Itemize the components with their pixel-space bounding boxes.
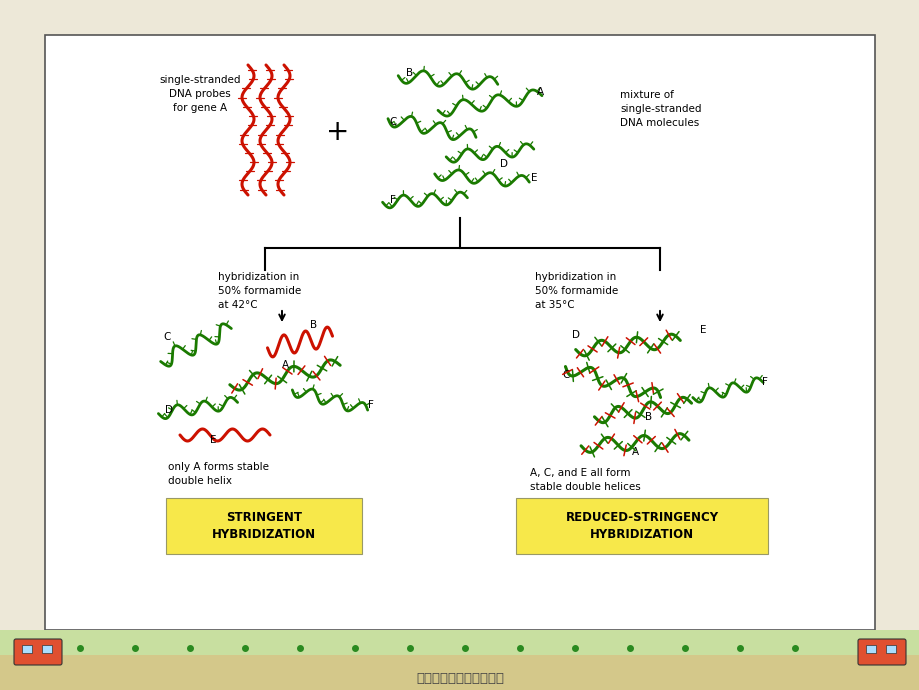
Text: F: F	[761, 377, 767, 387]
Text: E: E	[530, 173, 537, 183]
FancyBboxPatch shape	[516, 498, 767, 554]
Text: STRINGENT
HYBRIDIZATION: STRINGENT HYBRIDIZATION	[211, 511, 316, 541]
Text: A: A	[536, 87, 543, 97]
FancyBboxPatch shape	[857, 639, 905, 665]
Text: C: C	[389, 117, 396, 127]
Text: hybridization in
50% formamide
at 42°C: hybridization in 50% formamide at 42°C	[218, 272, 301, 310]
Bar	[22, 645, 32, 653]
Text: F: F	[390, 195, 395, 205]
Text: A, C, and E all form
stable double helices: A, C, and E all form stable double helic…	[529, 468, 640, 492]
Text: E: E	[210, 435, 216, 445]
FancyBboxPatch shape	[14, 639, 62, 665]
Bar	[865, 645, 875, 653]
Text: A: A	[282, 360, 289, 370]
Text: 细胞分子生物学研究方法: 细胞分子生物学研究方法	[415, 671, 504, 684]
Text: single-stranded
DNA probes
for gene A: single-stranded DNA probes for gene A	[159, 75, 241, 113]
Text: D: D	[572, 330, 579, 340]
Text: B: B	[310, 320, 317, 330]
Text: only A forms stable
double helix: only A forms stable double helix	[168, 462, 268, 486]
Text: hybridization in
50% formamide
at 35°C: hybridization in 50% formamide at 35°C	[535, 272, 618, 310]
Text: D: D	[165, 405, 173, 415]
Text: B: B	[644, 412, 652, 422]
FancyBboxPatch shape	[165, 498, 361, 554]
Text: F: F	[368, 400, 373, 410]
Text: +: +	[326, 118, 349, 146]
Text: REDUCED-STRINGENCY
HYBRIDIZATION: REDUCED-STRINGENCY HYBRIDIZATION	[565, 511, 718, 541]
Bar	[0, 655, 919, 690]
Text: C: C	[163, 332, 170, 342]
Text: B: B	[406, 68, 414, 78]
Bar	[885, 645, 895, 653]
FancyBboxPatch shape	[45, 35, 874, 630]
Text: E: E	[699, 325, 706, 335]
Text: C: C	[562, 370, 569, 380]
Text: D: D	[499, 159, 507, 169]
Text: mixture of
single-stranded
DNA molecules: mixture of single-stranded DNA molecules	[619, 90, 701, 128]
Bar	[0, 630, 919, 690]
Bar	[42, 645, 52, 653]
Text: A: A	[631, 447, 639, 457]
